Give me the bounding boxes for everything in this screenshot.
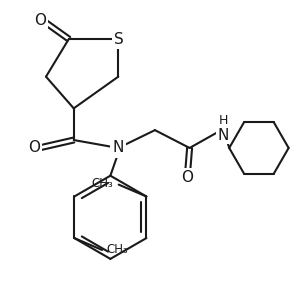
Text: S: S (114, 31, 124, 47)
Text: CH₃: CH₃ (106, 243, 128, 257)
Text: O: O (34, 13, 46, 28)
Text: N: N (113, 141, 124, 156)
Text: CH₃: CH₃ (91, 177, 113, 190)
Text: H: H (219, 114, 228, 127)
Text: O: O (181, 170, 194, 185)
Text: O: O (28, 141, 40, 156)
Text: N: N (218, 128, 229, 143)
